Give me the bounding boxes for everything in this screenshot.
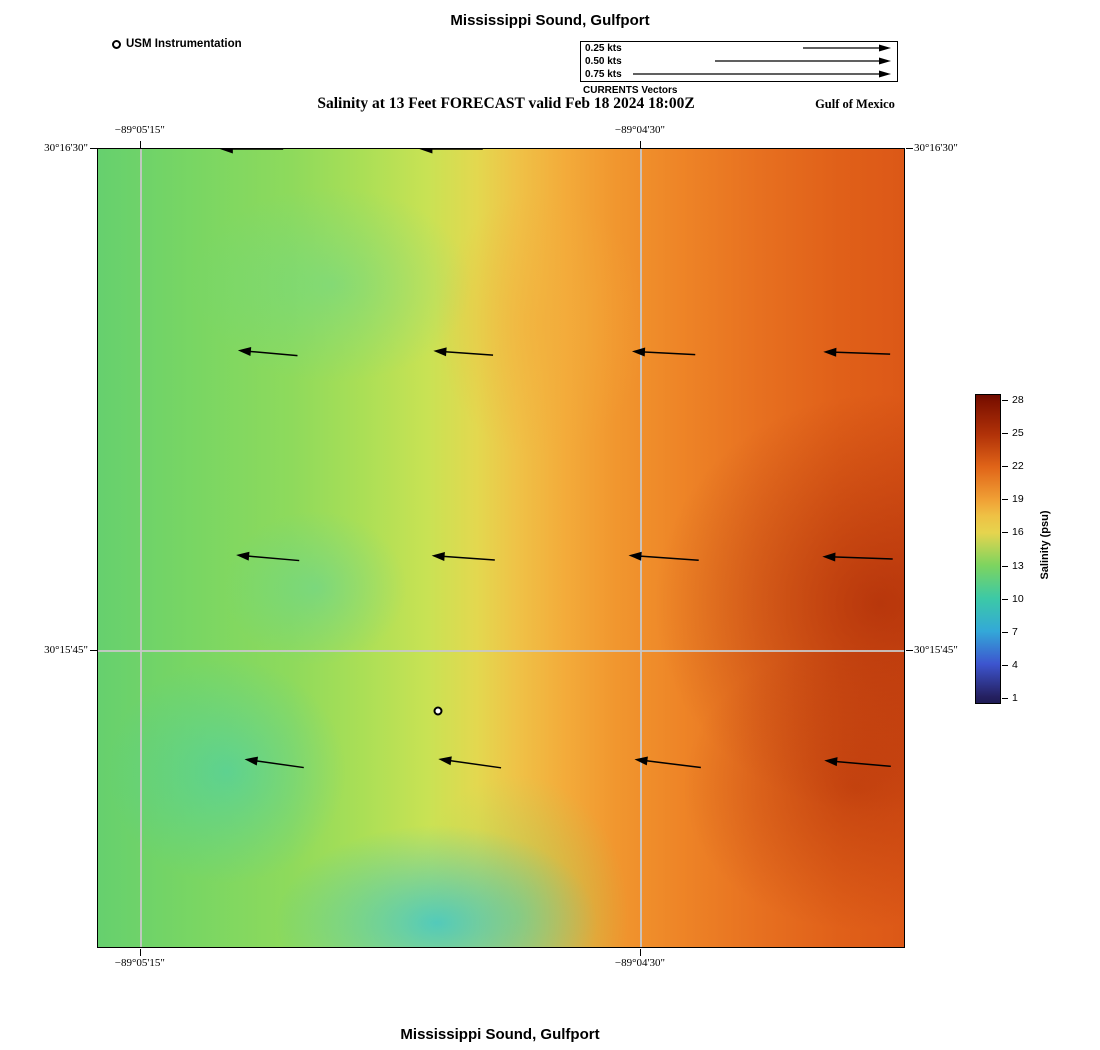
colorbar-tick (1002, 466, 1008, 468)
current-vector-arrow (419, 149, 483, 154)
colorbar-tick-label: 10 (1012, 592, 1024, 605)
current-vector-arrow (219, 149, 284, 154)
colorbar-tick-label: 4 (1012, 658, 1018, 671)
right-arrow-icon (715, 57, 891, 65)
current-vector-arrow (634, 756, 701, 769)
instrumentation-legend: USM Instrumentation (112, 38, 242, 50)
colorbar-tick (1002, 598, 1008, 600)
x-axis-label-bottom: −89°04'30" (614, 957, 666, 969)
colorbar-tick-label: 22 (1012, 460, 1024, 473)
page-title: Mississippi Sound, Gulfport (450, 12, 650, 29)
currents-vector-caption: CURRENTS Vectors (583, 85, 678, 96)
colorbar-tick (1002, 631, 1008, 633)
colorbar-tick (1002, 697, 1008, 699)
colorbar-tick (1002, 433, 1008, 435)
instrument-marker-icon (112, 39, 121, 49)
current-vector-arrow (438, 756, 502, 769)
current-vector-arrow (244, 756, 304, 769)
gridline-horizontal (98, 650, 904, 652)
y-axis-label-right: 30°16'30" (914, 142, 958, 154)
current-vector-arrow (631, 347, 696, 357)
axis-tick (639, 949, 641, 956)
colorbar-tick (1002, 499, 1008, 501)
y-axis-label-left: 30°15'45" (44, 644, 88, 656)
right-arrow-icon (633, 70, 891, 78)
current-vector-arrow (236, 551, 300, 562)
gridline-vertical (640, 149, 642, 947)
vector-legend-arrow (715, 56, 893, 66)
vector-legend-label: 0.75 kts (585, 69, 622, 80)
y-axis-label-left: 30°16'30" (44, 142, 88, 154)
colorbar-tick (1002, 400, 1008, 402)
vector-legend-arrow (633, 69, 893, 79)
current-vector-arrow (824, 757, 891, 768)
x-axis-label-top: −89°05'15" (114, 124, 165, 136)
colorbar-tick-label: 1 (1012, 691, 1018, 704)
colorbar-title: Salinity (psu) (1039, 510, 1051, 580)
colorbar-tick-label: 7 (1012, 625, 1018, 638)
current-vector-arrow (237, 347, 298, 357)
colorbar-tick-label: 16 (1012, 526, 1024, 539)
axis-tick (90, 650, 97, 651)
axis-tick (906, 148, 913, 149)
colorbar-tick (1002, 565, 1008, 567)
vector-legend-label: 0.50 kts (585, 56, 622, 67)
colorbar-tick-label: 25 (1012, 427, 1024, 440)
right-arrow-icon (803, 44, 891, 52)
axis-tick (139, 949, 141, 956)
current-vector-arrow (431, 552, 495, 561)
x-axis-label-top: −89°04'30" (614, 124, 666, 136)
current-vector-arrow (628, 551, 699, 562)
vector-legend-entry: 0.25 kts (581, 42, 897, 55)
axis-tick (639, 141, 641, 148)
axis-tick (906, 650, 913, 651)
instrumentation-label: USM Instrumentation (126, 38, 242, 50)
colorbar-tick-label: 28 (1012, 394, 1024, 407)
current-vector-arrow (822, 552, 893, 562)
gulf-of-mexico-label: Gulf of Mexico (815, 97, 895, 111)
axis-tick (90, 148, 97, 149)
x-axis-label-bottom: −89°05'15" (114, 957, 165, 969)
bottom-title: Mississippi Sound, Gulfport (400, 1026, 600, 1043)
instrument-location-marker (433, 706, 443, 716)
colorbar-tick-label: 19 (1012, 493, 1024, 506)
colorbar-tick-label: 13 (1012, 559, 1024, 572)
current-vectors-layer (219, 149, 893, 769)
current-vector-arrow (433, 347, 494, 357)
colorbar-tick (1002, 532, 1008, 534)
colorbar (975, 394, 1001, 704)
salinity-heatmap (97, 148, 905, 948)
gridline-vertical (140, 149, 142, 947)
vector-legend-entry: 0.50 kts (581, 55, 897, 68)
currents-vector-legend: 0.25 kts 0.50 kts 0.75 kts (580, 41, 898, 82)
colorbar-tick (1002, 664, 1008, 666)
current-vector-arrow (823, 347, 891, 357)
axis-tick (139, 141, 141, 148)
vector-legend-label: 0.25 kts (585, 43, 622, 54)
vector-legend-entry: 0.75 kts (581, 68, 897, 81)
vector-legend-arrow (803, 43, 893, 53)
forecast-subtitle: Salinity at 13 Feet FORECAST valid Feb 1… (317, 95, 695, 112)
y-axis-label-right: 30°15'45" (914, 644, 958, 656)
